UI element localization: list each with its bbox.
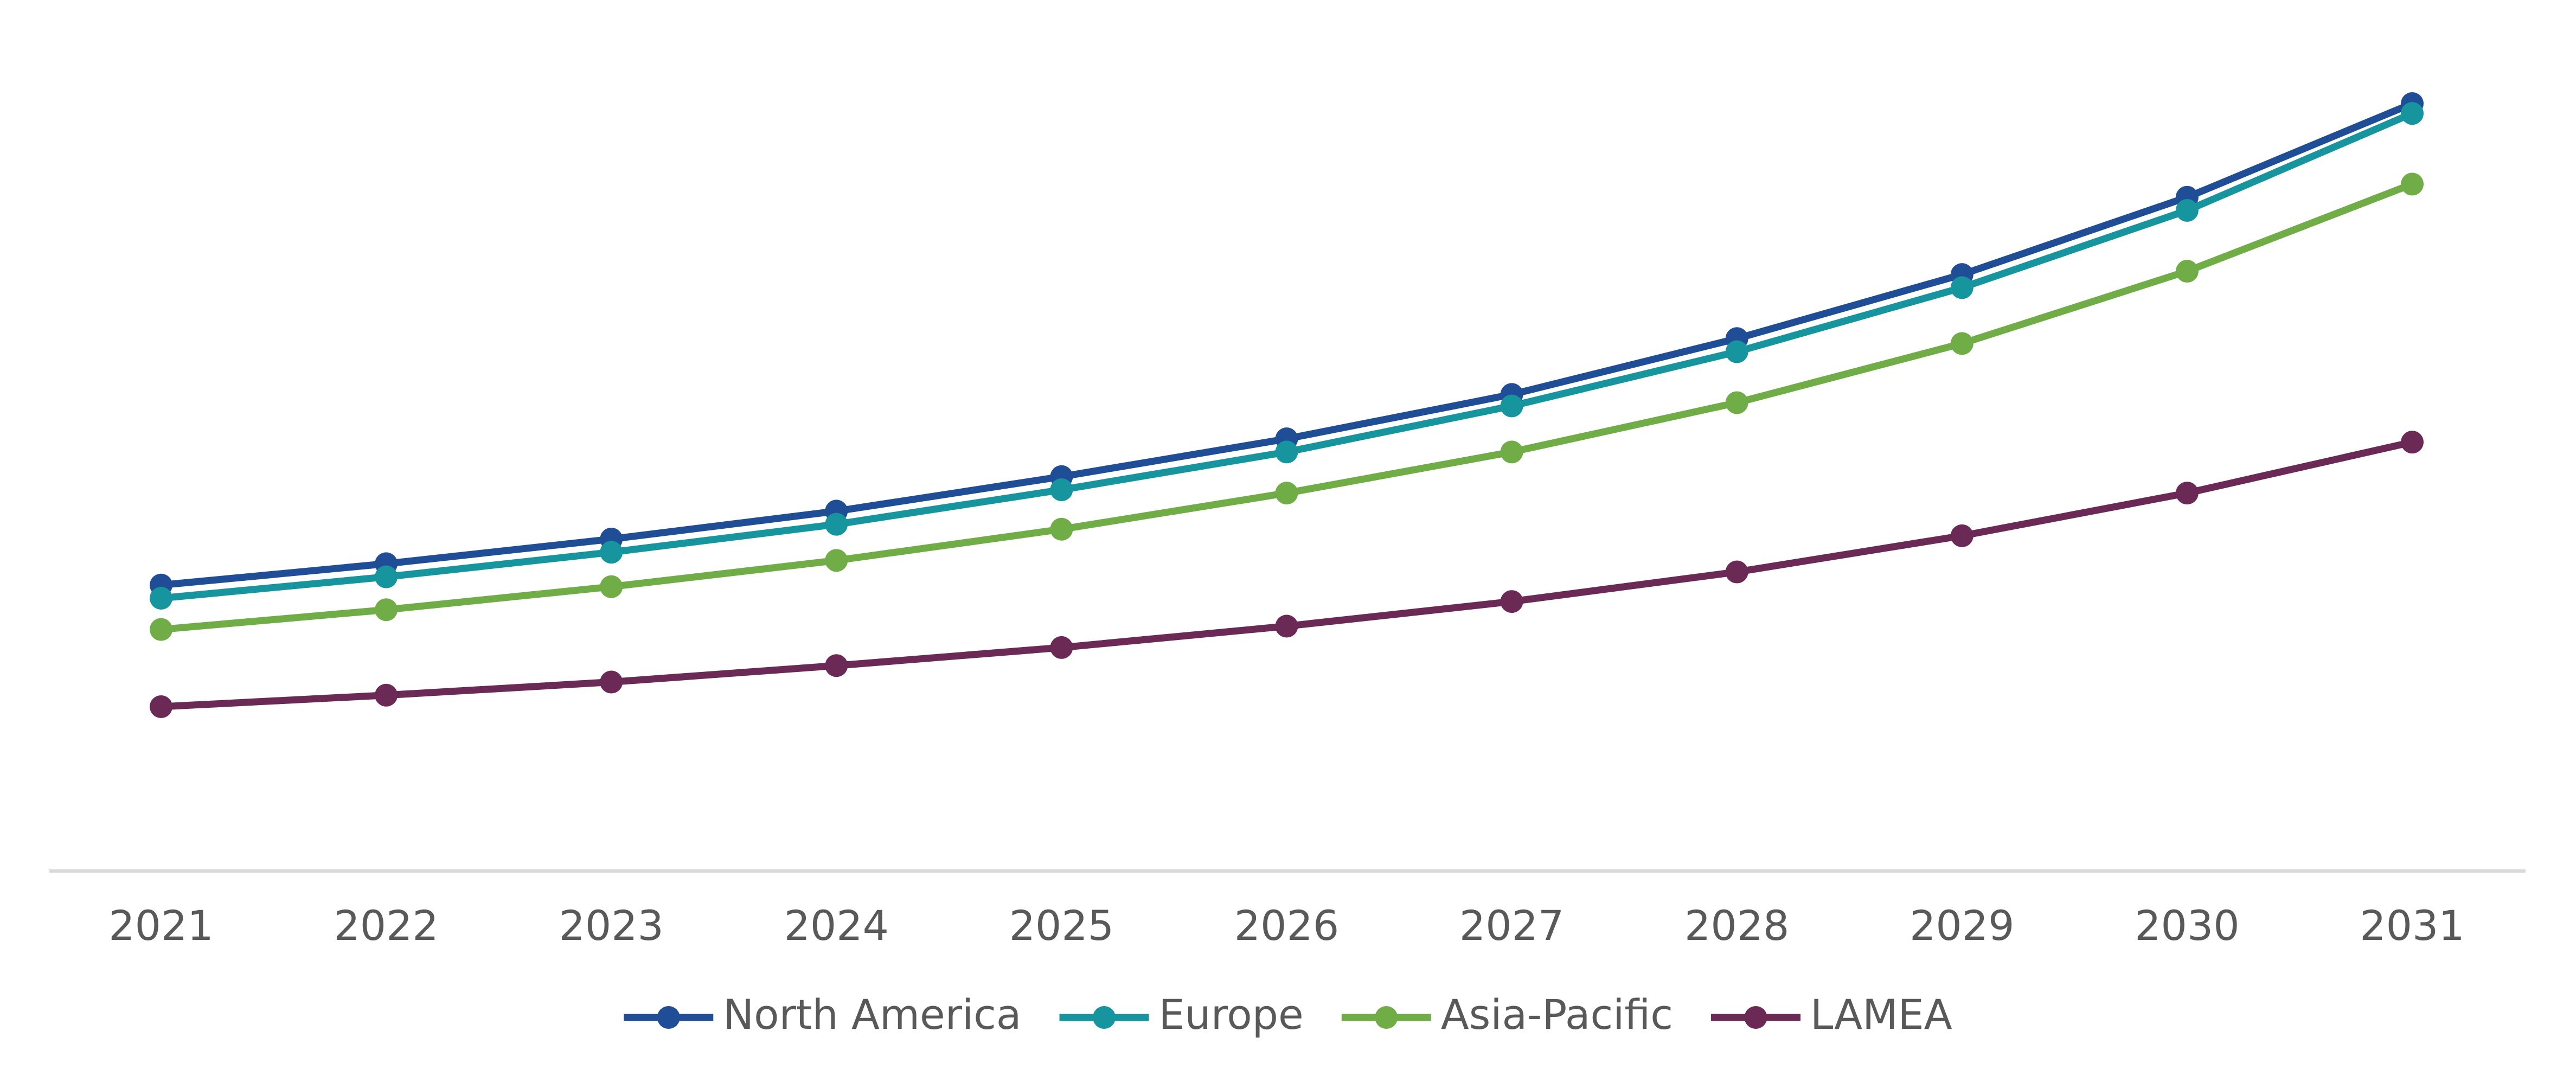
x-tick-label: 2022 (334, 901, 438, 950)
legend-item: North America (624, 990, 1022, 1039)
data-point (2401, 102, 2424, 125)
data-point (1725, 391, 1748, 414)
data-point (1275, 614, 1298, 638)
legend-label: Europe (1159, 990, 1304, 1039)
legend-item: Asia-Pacific (1341, 990, 1673, 1039)
x-tick-label: 2026 (1234, 901, 1339, 950)
data-point (1275, 482, 1298, 505)
data-point (375, 565, 398, 588)
legend-marker (1744, 1006, 1767, 1029)
data-point (825, 549, 848, 572)
data-point (2401, 172, 2424, 196)
data-point (2175, 482, 2199, 505)
x-tick-label: 2029 (1909, 901, 2014, 950)
data-point (1500, 440, 1523, 464)
legend-marker (1375, 1006, 1398, 1029)
x-tick-label: 2028 (1684, 901, 1789, 950)
legend-marker (1093, 1006, 1116, 1029)
data-point (375, 598, 398, 622)
data-point (600, 670, 623, 694)
legend-item: Europe (1059, 990, 1304, 1039)
data-point (1725, 560, 1748, 584)
data-point (1725, 340, 1748, 363)
series-line (161, 110, 2414, 602)
data-point (1950, 332, 1973, 355)
legend-label: North America (723, 990, 1021, 1039)
data-point (1050, 478, 1073, 502)
legend-marker (657, 1006, 680, 1029)
x-tick-label: 2021 (108, 901, 213, 950)
data-point (1050, 636, 1073, 659)
data-point (1050, 517, 1073, 541)
legend-label: LAMEA (1810, 990, 1952, 1039)
x-tick-label: 2030 (2135, 901, 2239, 950)
data-point (2175, 199, 2199, 222)
data-point (1275, 440, 1298, 464)
x-tick-label: 2024 (784, 901, 889, 950)
data-point (1500, 394, 1523, 418)
data-point (150, 587, 172, 610)
x-tick-label: 2027 (1459, 901, 1564, 950)
data-point (1950, 276, 1973, 299)
x-tick-label: 2031 (2360, 901, 2464, 950)
x-tick-label: 2023 (559, 901, 663, 950)
data-point (150, 618, 172, 641)
legend-label: Asia-Pacific (1441, 990, 1673, 1039)
data-point (1950, 524, 1973, 547)
data-point (150, 695, 172, 718)
data-point (375, 683, 398, 707)
data-point (600, 575, 623, 598)
data-point (2175, 260, 2199, 283)
x-tick-label: 2025 (1009, 901, 1114, 950)
data-point (2401, 431, 2424, 454)
data-point (1500, 590, 1523, 613)
data-point (825, 654, 848, 677)
legend-item: LAMEA (1711, 990, 1952, 1039)
data-point (600, 541, 623, 564)
data-point (825, 513, 848, 536)
